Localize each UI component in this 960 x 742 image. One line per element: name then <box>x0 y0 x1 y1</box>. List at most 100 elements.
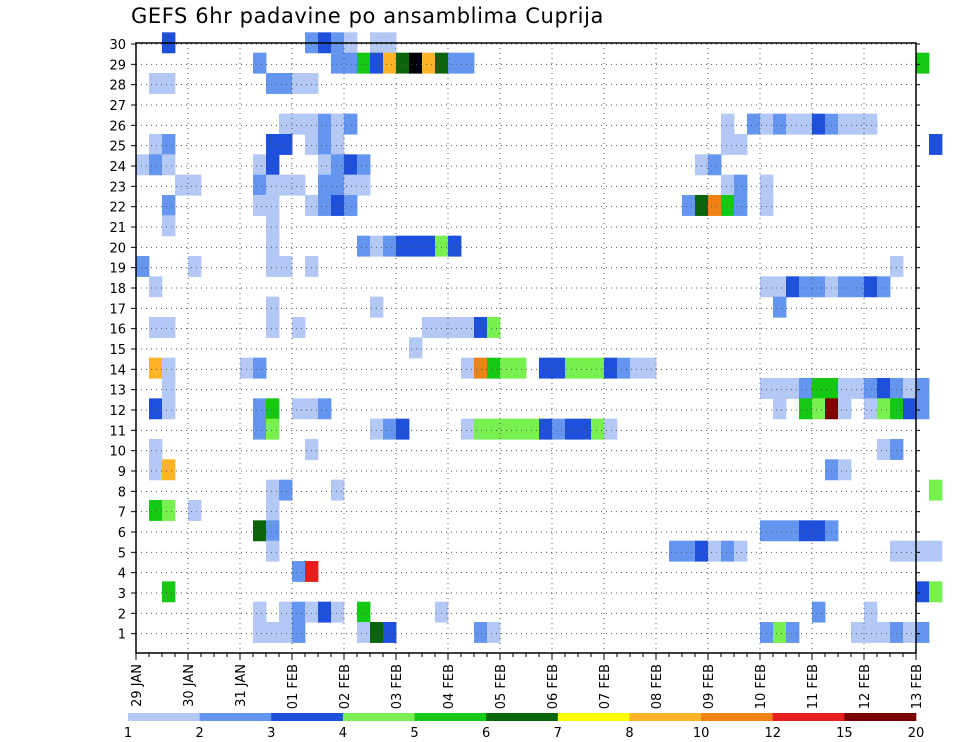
heatmap-cell <box>253 195 267 216</box>
x-tick-label: 03 FEB <box>390 664 405 709</box>
heatmap-cell <box>825 113 839 135</box>
heatmap-cell <box>838 398 852 420</box>
heatmap-cell <box>292 398 306 420</box>
heatmap-cell <box>695 154 709 176</box>
heatmap-cell <box>383 52 397 74</box>
heatmap-cell <box>760 113 774 135</box>
colorbar-swatch <box>199 713 272 721</box>
heatmap-cell <box>396 235 410 257</box>
heatmap-cell <box>292 113 306 135</box>
heatmap-cell <box>279 73 293 94</box>
heatmap-cell <box>721 174 735 196</box>
heatmap-cell <box>266 73 280 94</box>
heatmap-cell <box>279 622 293 643</box>
heatmap-cell <box>331 601 345 623</box>
colorbar-swatch <box>128 713 200 721</box>
heatmap-cell <box>266 215 280 237</box>
heatmap-cell <box>253 154 267 176</box>
heatmap-cell <box>474 622 488 643</box>
y-tick-label: 24 <box>109 160 126 175</box>
heatmap-cell <box>435 52 449 74</box>
heatmap-cell <box>292 317 306 338</box>
heatmap-cell <box>409 337 423 359</box>
heatmap-cell <box>513 418 527 440</box>
heatmap-cell <box>149 500 163 521</box>
heatmap-cell <box>591 418 605 440</box>
heatmap-cell <box>149 154 163 176</box>
x-tick-label: 29 JAN <box>130 664 145 707</box>
heatmap-cell <box>409 52 423 74</box>
heatmap-cell <box>175 174 189 196</box>
heatmap-cell <box>149 134 163 155</box>
heatmap-cell <box>266 174 280 196</box>
heatmap-cell <box>890 439 904 460</box>
heatmap-cell <box>799 113 813 135</box>
heatmap-cell <box>279 256 293 277</box>
heatmap-cell <box>318 113 332 135</box>
heatmap-cell <box>318 398 332 420</box>
heatmap-cell <box>890 378 904 399</box>
heatmap-cell <box>903 378 917 399</box>
heatmap-cell <box>773 276 787 298</box>
y-tick-label: 26 <box>109 119 126 134</box>
y-tick-label: 10 <box>109 445 126 460</box>
heatmap-cell <box>864 276 878 298</box>
heatmap-cell <box>266 540 280 562</box>
x-tick-label: 30 JAN <box>182 664 197 707</box>
heatmap-cell <box>539 357 553 379</box>
heatmap-cell <box>305 601 319 623</box>
y-tick-label: 7 <box>118 506 126 521</box>
y-tick-label: 15 <box>109 343 126 358</box>
heatmap-cell <box>305 256 319 277</box>
y-axis: 1234567891011121314151617181920212223242… <box>109 38 920 643</box>
colorbar-swatch <box>414 713 487 721</box>
heatmap-cell <box>721 540 735 562</box>
heatmap-cell <box>149 439 163 460</box>
heatmap-cell <box>929 581 943 603</box>
heatmap-cell <box>565 357 579 379</box>
heatmap-cell <box>799 276 813 298</box>
heatmap-cell <box>305 439 319 460</box>
heatmap-cell <box>162 378 176 399</box>
heatmap-cell <box>916 540 930 562</box>
heatmap-cell <box>799 398 813 420</box>
heatmap-cell <box>812 520 826 542</box>
heatmap-cell <box>890 540 904 562</box>
heatmap-cell <box>851 276 865 298</box>
heatmap-cell <box>162 357 176 379</box>
heatmap-cell <box>578 357 592 379</box>
heatmap-cell <box>162 317 176 338</box>
heatmap-cell <box>500 418 514 440</box>
heatmap-cell <box>929 540 943 562</box>
heatmap-cell <box>253 418 267 440</box>
heatmap-cell <box>734 134 748 155</box>
heatmap-cell <box>162 73 176 94</box>
heatmap-cell <box>864 398 878 420</box>
heatmap-cell <box>812 398 826 420</box>
x-tick-label: 06 FEB <box>546 664 561 709</box>
x-tick-label: 11 FEB <box>806 664 821 709</box>
heatmap-cell <box>253 520 267 542</box>
y-tick-label: 25 <box>109 140 126 155</box>
heatmap-cell <box>877 398 891 420</box>
dotted-grid <box>136 43 916 653</box>
heatmap-cell <box>136 154 150 176</box>
heatmap-cell <box>643 357 657 379</box>
y-tick-label: 2 <box>118 607 126 622</box>
heatmap-cell <box>461 357 475 379</box>
colorbar-tick-label: 7 <box>554 726 562 741</box>
heatmap-cell <box>448 317 462 338</box>
heatmap-cells <box>136 32 943 643</box>
heatmap-cell <box>838 459 852 481</box>
y-tick-label: 27 <box>109 99 126 114</box>
heatmap-cell <box>266 235 280 257</box>
heatmap-cell <box>253 174 267 196</box>
heatmap-cell <box>916 52 930 74</box>
heatmap-cell <box>331 195 345 216</box>
heatmap-cell <box>162 134 176 155</box>
heatmap-cell <box>279 134 293 155</box>
y-tick-label: 23 <box>109 180 126 195</box>
heatmap-cell <box>461 317 475 338</box>
heatmap-cell <box>435 235 449 257</box>
heatmap-cell <box>279 174 293 196</box>
